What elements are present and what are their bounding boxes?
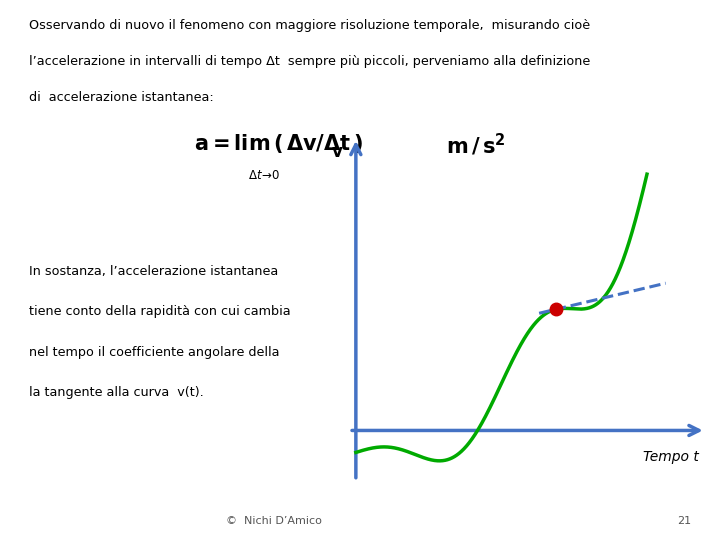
Text: tiene conto della rapidità con cui cambia: tiene conto della rapidità con cui cambi… bbox=[29, 305, 290, 318]
Text: l’accelerazione in intervalli di tempo Δt  sempre più piccoli, perveniamo alla d: l’accelerazione in intervalli di tempo Δ… bbox=[29, 55, 590, 68]
Text: la tangente alla curva  v(t).: la tangente alla curva v(t). bbox=[29, 386, 204, 399]
Text: $\Delta t \!\rightarrow\! 0$: $\Delta t \!\rightarrow\! 0$ bbox=[248, 169, 280, 182]
Text: Osservando di nuovo il fenomeno con maggiore risoluzione temporale,  misurando c: Osservando di nuovo il fenomeno con magg… bbox=[29, 19, 590, 32]
Text: Tempo t: Tempo t bbox=[643, 450, 699, 464]
Text: ©  Nichi D’Amico: © Nichi D’Amico bbox=[225, 516, 322, 526]
Text: $\mathbf{a = lim\,(\,\Delta v/\Delta t\,)}$: $\mathbf{a = lim\,(\,\Delta v/\Delta t\,… bbox=[194, 132, 363, 156]
Text: di  accelerazione istantanea:: di accelerazione istantanea: bbox=[29, 91, 214, 104]
Text: v: v bbox=[332, 143, 343, 161]
Text: $\mathbf{m\,/\,s^2}$: $\mathbf{m\,/\,s^2}$ bbox=[446, 132, 506, 159]
Text: 21: 21 bbox=[677, 516, 691, 526]
Text: nel tempo il coefficiente angolare della: nel tempo il coefficiente angolare della bbox=[29, 346, 279, 359]
Text: In sostanza, l’accelerazione istantanea: In sostanza, l’accelerazione istantanea bbox=[29, 265, 278, 278]
